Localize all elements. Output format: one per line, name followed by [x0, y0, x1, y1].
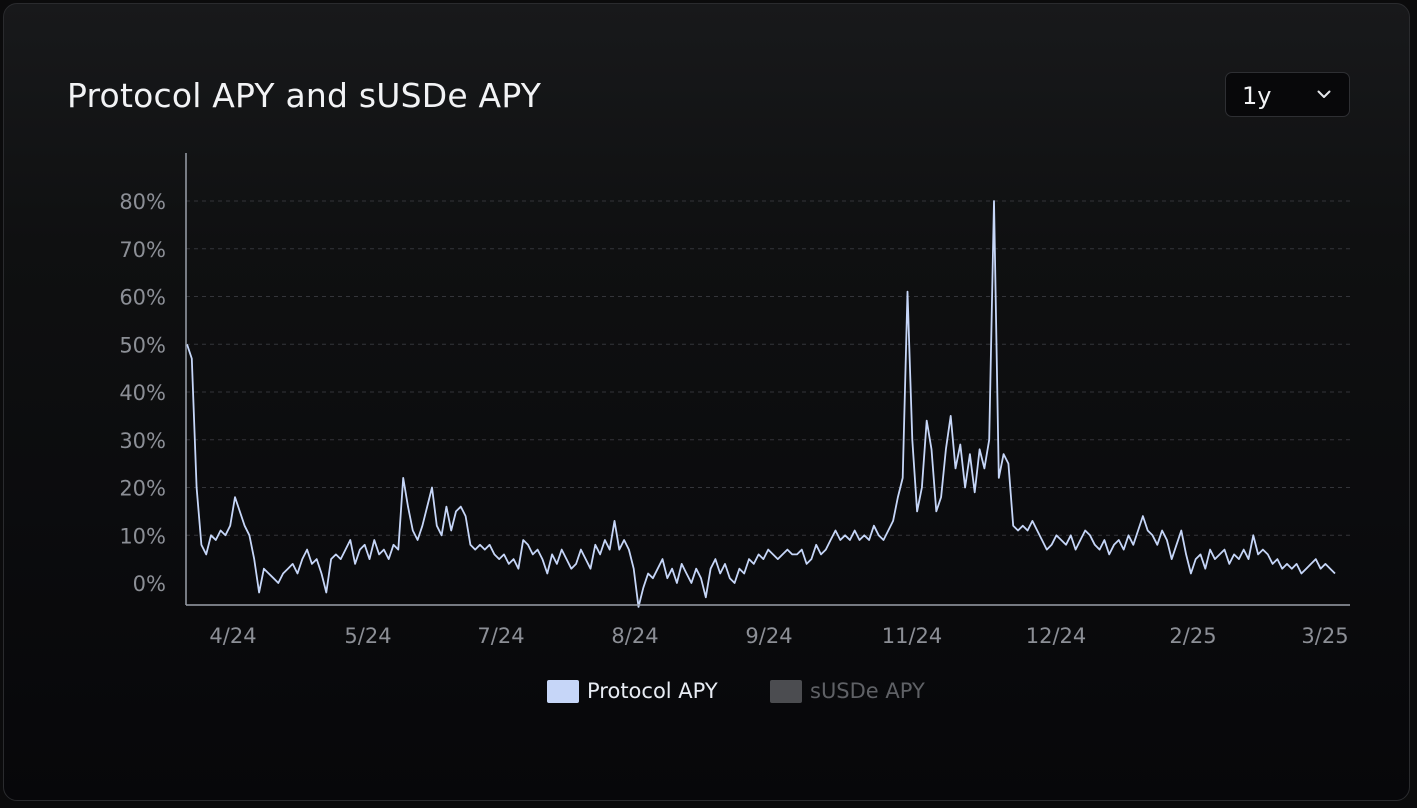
legend-item-protocol-apy[interactable]: Protocol APY [547, 674, 718, 708]
legend-label-protocol-apy: Protocol APY [587, 679, 718, 703]
time-range-value: 1y [1242, 82, 1272, 110]
chart-legend: Protocol APY sUSDe APY [0, 674, 1410, 708]
y-tick-label: 60% [119, 286, 166, 310]
y-tick-label: 20% [119, 477, 166, 501]
x-tick-label: 4/24 [209, 624, 256, 648]
y-tick-label: 30% [119, 429, 166, 453]
time-range-select[interactable]: 1y [1225, 72, 1350, 117]
x-tick-label: 11/24 [882, 624, 943, 648]
x-tick-label: 2/25 [1169, 624, 1216, 648]
series-line-protocol-apy [186, 200, 1336, 608]
grid-lines [186, 200, 1350, 536]
chevron-down-icon [1317, 90, 1331, 98]
legend-item-susde-apy[interactable]: sUSDe APY [770, 674, 925, 708]
legend-label-susde-apy: sUSDe APY [810, 679, 925, 703]
y-tick-label: 80% [119, 190, 166, 214]
x-tick-label: 12/24 [1026, 624, 1087, 648]
y-tick-label: 0% [133, 572, 166, 596]
y-tick-label: 40% [119, 381, 166, 405]
y-axis-ticks: 0% 10% 20% 30% 40% 50% 60% 70% 80% [119, 190, 166, 596]
legend-swatch-susde-apy [770, 679, 802, 703]
y-tick-label: 70% [119, 238, 166, 262]
y-tick-label: 10% [119, 524, 166, 548]
x-tick-label: 5/24 [344, 624, 391, 648]
legend-swatch-protocol-apy [547, 679, 579, 703]
x-tick-label: 8/24 [611, 624, 658, 648]
chart-card: Protocol APY and sUSDe APY 1y [3, 3, 1410, 801]
series-lines [186, 200, 1336, 608]
x-axis-ticks: 4/24 5/24 7/24 8/24 9/24 11/24 12/24 2/25 3/25 [209, 624, 1348, 648]
x-tick-label: 7/24 [477, 624, 524, 648]
x-tick-label: 3/25 [1301, 624, 1348, 648]
y-tick-label: 50% [119, 333, 166, 357]
chart-title: Protocol APY and sUSDe APY [67, 76, 542, 115]
x-tick-label: 9/24 [745, 624, 792, 648]
